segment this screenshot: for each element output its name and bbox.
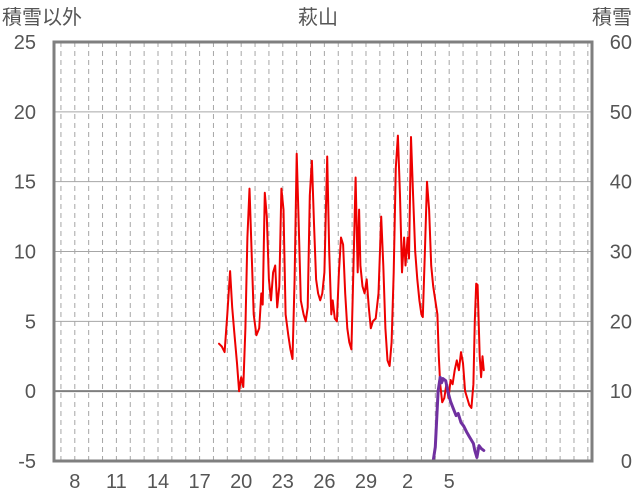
- chart-title: 萩山: [298, 6, 338, 29]
- y-right-tick-label: 40: [610, 172, 632, 194]
- left-axis-title: 積雪以外: [2, 6, 82, 29]
- series-group: [217, 134, 486, 463]
- x-tick-label: 11: [106, 471, 127, 493]
- right-axis-title: 積雪: [592, 6, 632, 29]
- y-right-tick-label: 10: [610, 381, 632, 403]
- y-left-tick-label: 0: [25, 381, 36, 403]
- x-tick-label: 29: [355, 471, 377, 493]
- plot-border: [52, 40, 594, 463]
- y-right-tick-label: 50: [610, 102, 632, 124]
- x-tick-label: 17: [188, 471, 210, 493]
- y-left-tick-label: -5: [18, 451, 36, 473]
- plot-frame: [52, 40, 594, 463]
- x-tick-label: 8: [69, 471, 80, 493]
- x-tick-label: 14: [147, 471, 169, 493]
- y-right-tick-label: 30: [610, 242, 632, 264]
- x-tick-label: 5: [444, 471, 455, 493]
- series-line-left-axis: [218, 134, 485, 409]
- y-left-tick-label: 10: [14, 242, 36, 264]
- y-right-tick-label: 20: [610, 311, 632, 333]
- x-tick-label: 20: [230, 471, 252, 493]
- y-left-tick-label: 25: [14, 32, 36, 54]
- series-line-right-axis: [217, 375, 486, 463]
- y-left-tick-label: 20: [14, 102, 36, 124]
- y-left-tick-label: 15: [14, 172, 36, 194]
- y-left-tick-label: 5: [25, 311, 36, 333]
- x-tick-label: 2: [402, 471, 413, 493]
- x-tick-label: 26: [313, 471, 335, 493]
- grid: [54, 42, 592, 461]
- x-tick-label: 23: [272, 471, 294, 493]
- y-right-tick-label: 0: [621, 451, 632, 473]
- y-right-tick-label: 60: [610, 32, 632, 54]
